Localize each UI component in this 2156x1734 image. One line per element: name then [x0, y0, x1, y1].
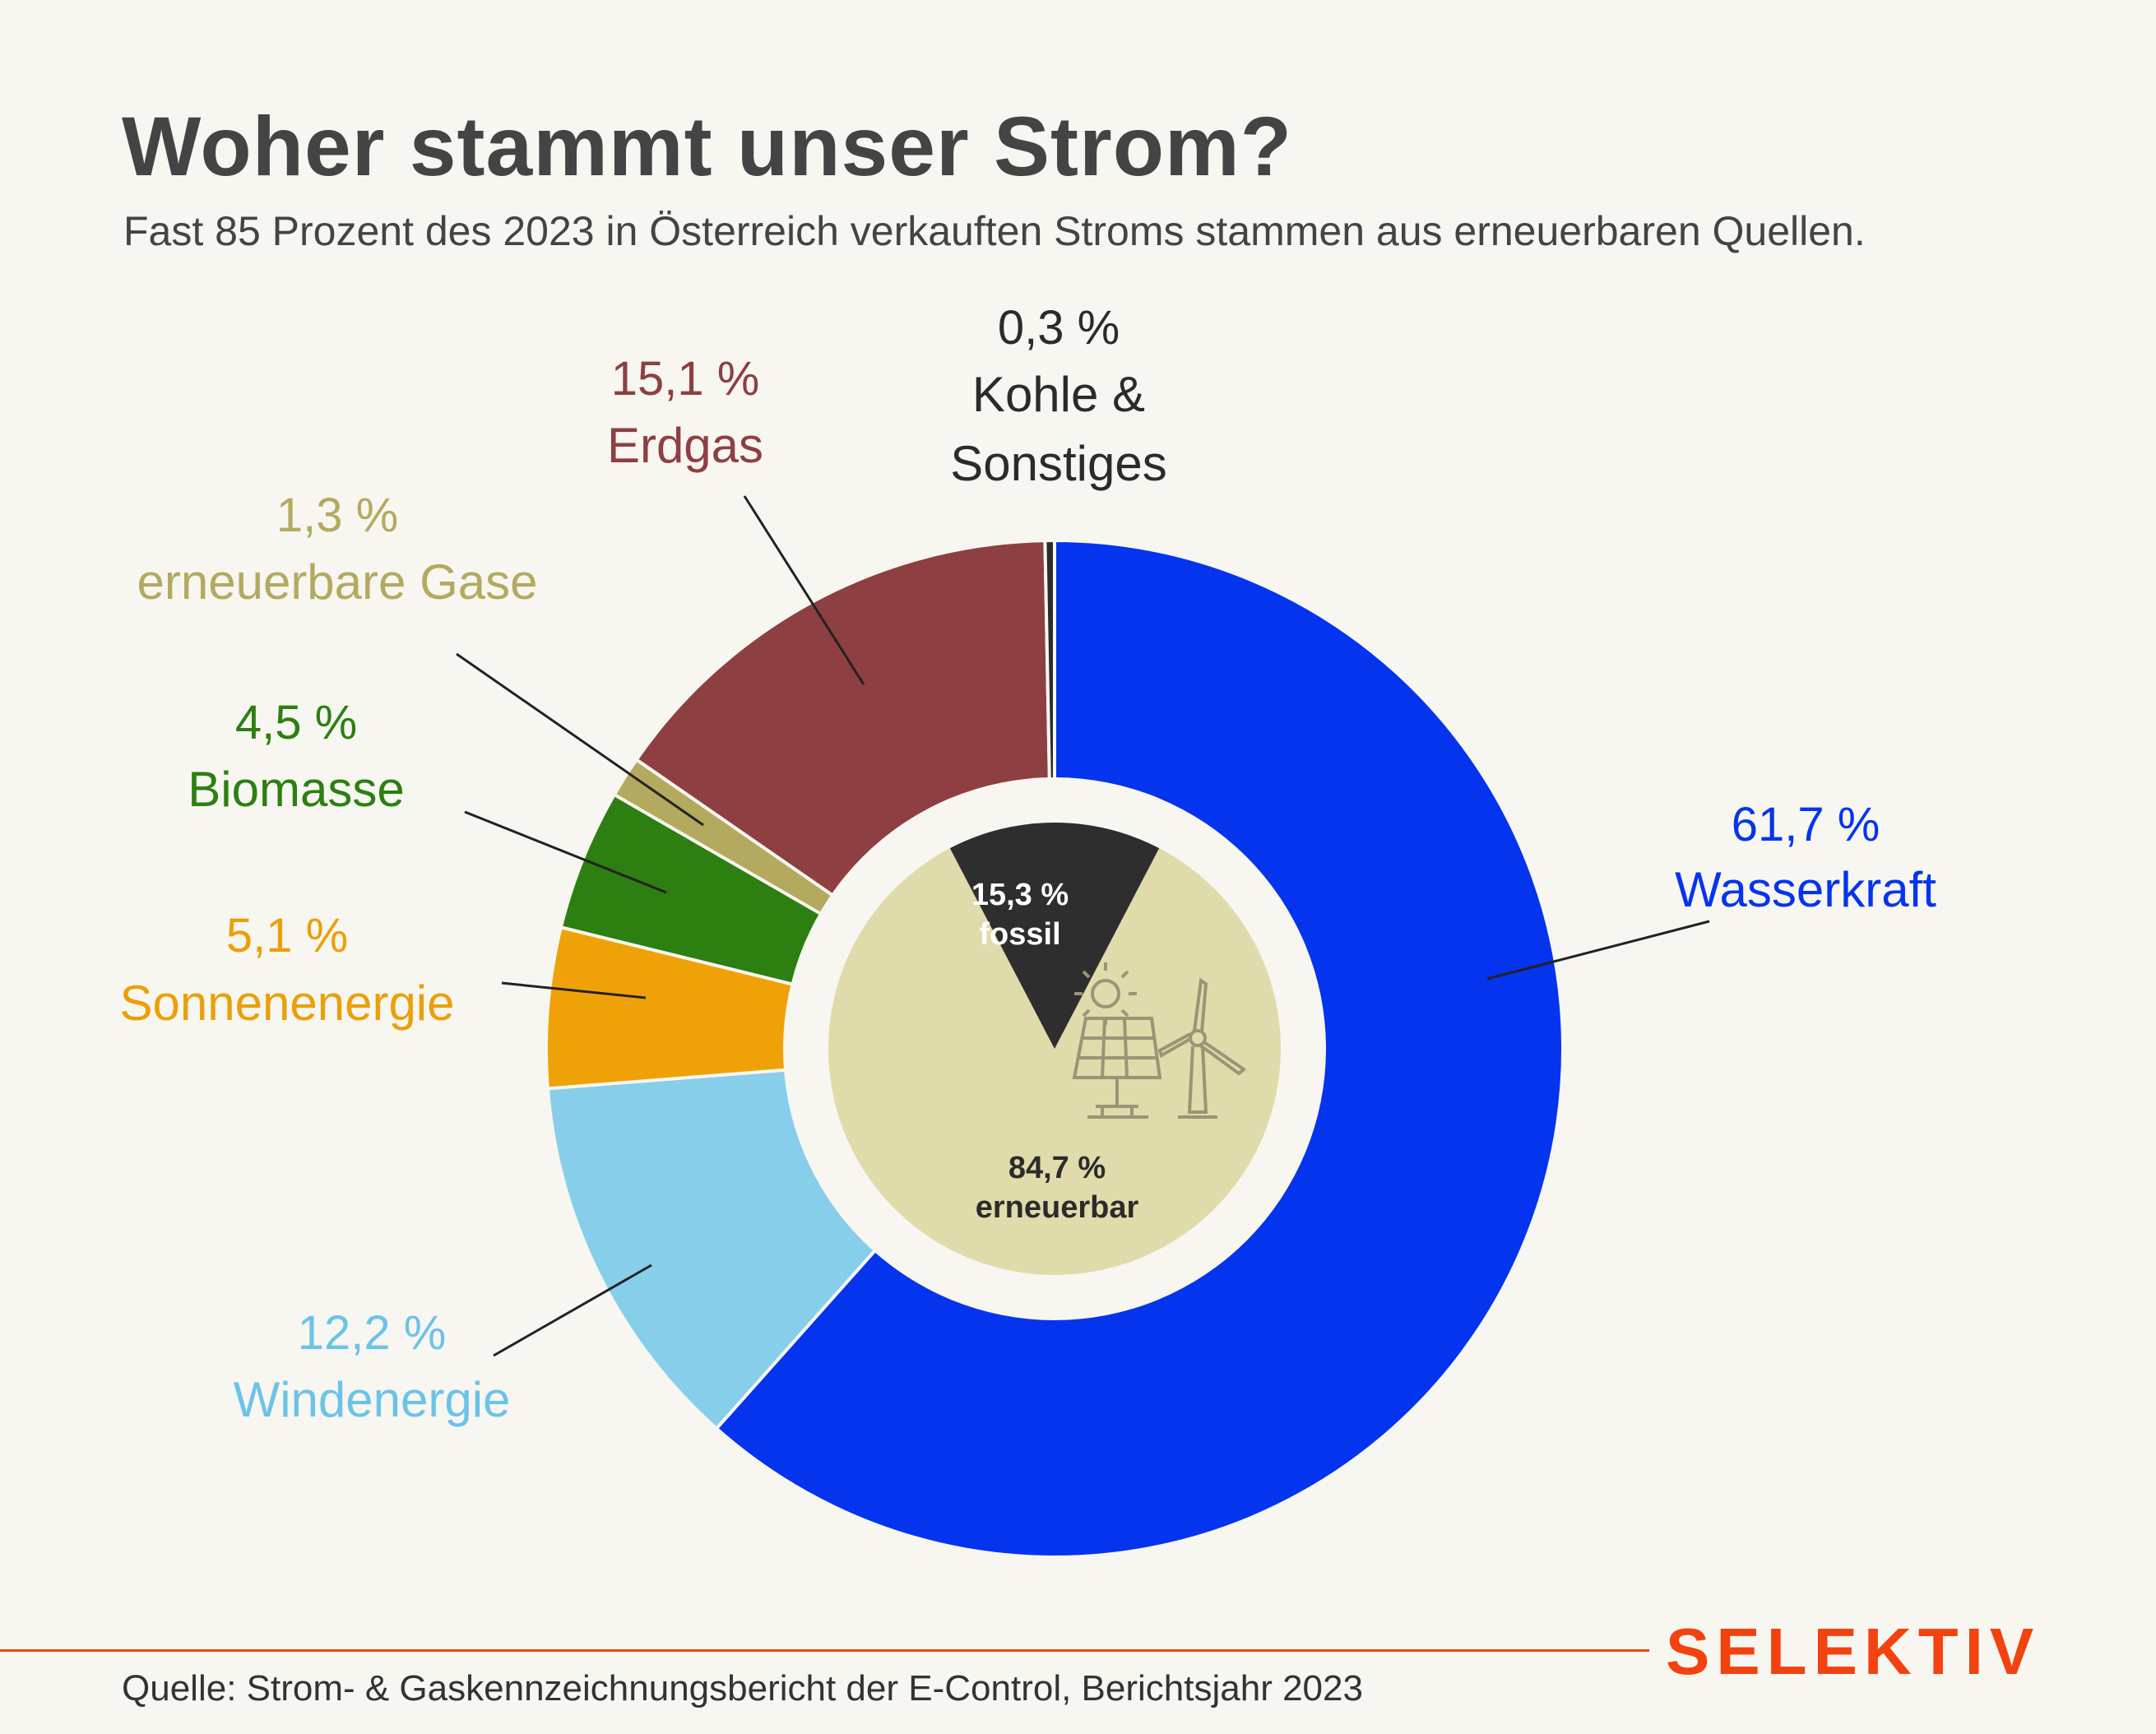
- footer-rule: [0, 1649, 1649, 1652]
- chart-title: Woher stammt unser Strom?: [122, 100, 1293, 193]
- category-label-kohle-sonstiges-2: Sonstiges: [950, 436, 1167, 491]
- category-label-sonnenenergie: Sonnenenergie: [119, 976, 454, 1031]
- leader-biomasse: [464, 810, 667, 894]
- value-label-erdgas: 15,1 %: [611, 352, 760, 406]
- source-note: Quelle: Strom- & Gaskennzeichnungsberich…: [122, 1668, 1363, 1708]
- brand-logo: SELEKTIV: [1666, 1615, 2041, 1688]
- inner-value-erneuerbar: 84,7 %: [1008, 1151, 1106, 1185]
- category-label-kohle-sonstiges-1: Kohle &: [972, 367, 1145, 422]
- inner-slice-erneuerbar: [828, 848, 1282, 1276]
- inner-label-fossil: fossil: [979, 917, 1060, 952]
- chart-subtitle: Fast 85 Prozent des 2023 in Österreich v…: [123, 208, 1866, 254]
- slice-kohle-sonstiges: [1043, 538, 1056, 1050]
- slice-labels: 61,7 % Wasserkraft 12,2 % Windenergie 5,1 % S…: [119, 301, 1936, 1427]
- inner-labels: 15,3 % fossil 84,7 % erneuerbar: [971, 878, 1139, 1225]
- category-label-erdgas: Erdgas: [607, 418, 763, 473]
- leader-wasserkraft: [1486, 920, 1710, 981]
- sun-icon: [1074, 962, 1137, 1025]
- leader-windenergie: [493, 1263, 652, 1357]
- leader-erneuerbare-gase: [456, 652, 704, 827]
- value-label-biomasse: 4,5 %: [235, 696, 357, 749]
- category-label-biomasse: Biomasse: [188, 762, 404, 817]
- category-label-wasserkraft: Wasserkraft: [1675, 862, 1936, 917]
- leader-lines: [456, 495, 1710, 1357]
- solar-panel-icon: [1072, 1017, 1162, 1119]
- value-label-erneuerbare-gase: 1,3 %: [276, 489, 398, 542]
- value-label-wasserkraft: 61,7 %: [1732, 798, 1880, 851]
- value-label-windenergie: 12,2 %: [298, 1306, 447, 1360]
- inner-label-erneuerbar: erneuerbar: [976, 1190, 1139, 1225]
- value-label-kohle-sonstiges: 0,3 %: [998, 301, 1120, 355]
- inner-slice-fossil: [949, 823, 1160, 1049]
- inner-value-fossil: 15,3 %: [971, 878, 1069, 912]
- leader-sonnenenergie: [501, 981, 647, 999]
- value-label-sonnenenergie: 5,1 %: [226, 909, 348, 962]
- category-label-erneuerbare-gase: erneuerbare Gase: [137, 554, 538, 610]
- leader-erdgas: [743, 495, 865, 685]
- category-label-windenergie: Windenergie: [234, 1372, 511, 1427]
- inner-pie: [828, 823, 1282, 1276]
- wind-turbine-icon: [1157, 977, 1247, 1119]
